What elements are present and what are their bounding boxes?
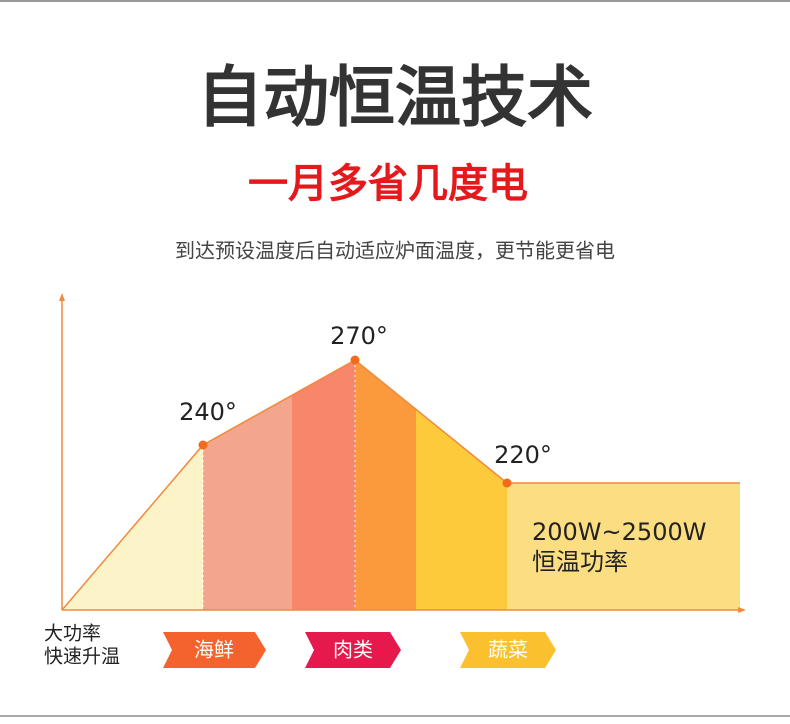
tag xyxy=(305,632,401,668)
point xyxy=(198,440,208,450)
arrow xyxy=(59,293,65,301)
tag-label: 蔬菜 xyxy=(488,638,528,662)
subtitle: 一月多省几度电 xyxy=(248,161,528,207)
description: 到达预设温度后自动适应炉面温度，更节能更省电 xyxy=(175,239,615,263)
zone xyxy=(507,483,740,610)
power-range: 200W~2500W xyxy=(532,518,706,546)
temp-label: 220° xyxy=(494,441,552,469)
title: 自动恒温技术 xyxy=(197,59,593,136)
start-label: 大功率 xyxy=(44,623,101,645)
tag-label: 海鲜 xyxy=(194,638,234,662)
power-label: 恒温功率 xyxy=(532,548,628,576)
diagram: 240° 270° 220° 200W~2500W 恒温功率 xyxy=(59,293,746,613)
arrow xyxy=(738,607,746,613)
point xyxy=(502,478,512,488)
temp-label: 240° xyxy=(179,398,237,426)
zone xyxy=(355,360,416,610)
temp-label: 270° xyxy=(330,322,388,350)
zone xyxy=(292,360,355,610)
tag xyxy=(163,632,266,668)
start-label: 快速升温 xyxy=(44,646,120,668)
zone xyxy=(416,409,507,610)
tag xyxy=(460,632,556,668)
zone xyxy=(203,395,292,610)
tag-label: 肉类 xyxy=(333,638,373,662)
point xyxy=(350,355,360,365)
